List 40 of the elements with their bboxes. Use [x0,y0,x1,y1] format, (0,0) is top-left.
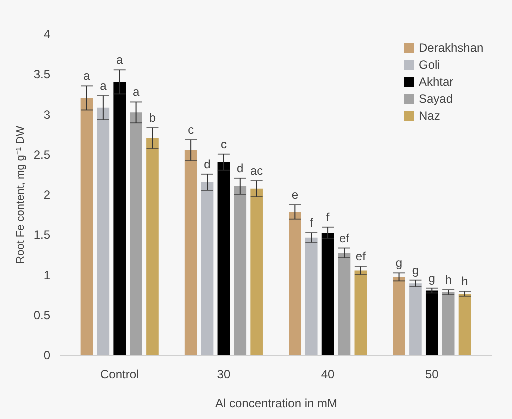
data-label: b [149,110,156,125]
data-label: g [396,256,403,270]
y-tick-label: 0 [44,348,51,362]
data-label: e [292,188,299,202]
data-label: g [412,263,420,278]
x-tick-label: 30 [217,368,231,382]
y-tick-label: 3 [44,108,51,122]
legend-label: Akhtar [419,75,454,89]
y-tick-label: 4 [44,28,51,42]
data-label: f [310,216,314,230]
data-label: d [237,161,244,176]
legend-label: Derakhshan [419,41,484,55]
data-label: ef [339,231,350,246]
y-tick-label: 2 [44,188,51,202]
legend-label: Goli [419,58,440,72]
legend-label: Sayad [419,92,454,106]
y-tick-label: 2.5 [34,148,51,162]
data-label: ac [250,164,264,178]
data-label: h [462,274,468,289]
y-axis-title: Root Fe content, mg g⁻¹ DW [14,125,27,264]
data-label: g [428,271,436,286]
x-tick-label: Control [100,368,140,382]
data-label: a [100,78,108,93]
data-label: c [220,137,227,152]
y-tick-label: 0.5 [34,308,51,322]
y-tick-label: 3.5 [34,68,51,82]
data-label: f [326,210,330,224]
data-label: h [445,272,452,287]
x-tick-label: 40 [321,368,336,382]
data-label: ef [356,250,367,264]
data-label: d [204,157,211,172]
data-label: c [188,122,194,137]
x-tick-label: 50 [425,368,440,382]
y-tick-label: 1.5 [34,228,51,242]
x-axis-title: Al concentration in mM [215,396,338,410]
legend-label: Naz [419,109,440,123]
data-label: a [132,85,140,100]
data-label: a [116,53,124,68]
data-label: a [84,69,91,84]
y-tick-label: 1 [44,268,51,282]
